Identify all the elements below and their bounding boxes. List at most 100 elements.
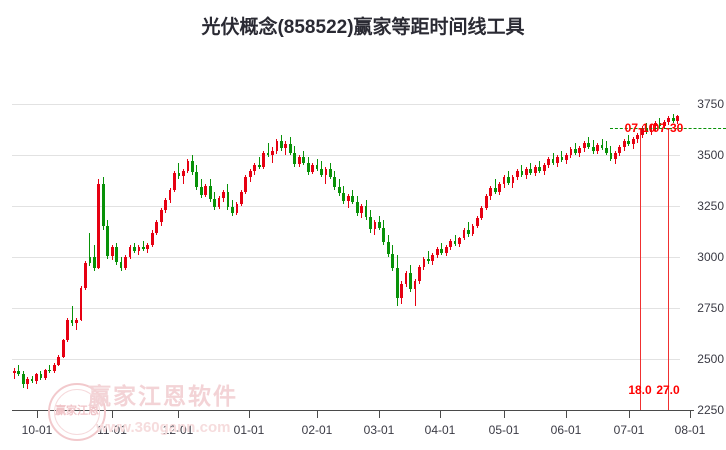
candlestick-body bbox=[409, 273, 412, 289]
candlestick-body bbox=[101, 183, 105, 227]
candlestick bbox=[44, 104, 47, 410]
candlestick-body bbox=[262, 152, 265, 168]
candlestick-body bbox=[489, 187, 493, 196]
candlestick-wick bbox=[76, 318, 78, 331]
candlestick bbox=[235, 104, 239, 410]
candlestick bbox=[471, 104, 475, 410]
candlestick-body bbox=[320, 169, 323, 176]
candlestick-body bbox=[400, 283, 404, 298]
candlestick-body bbox=[667, 118, 671, 123]
candlestick-body bbox=[311, 165, 314, 173]
candlestick bbox=[605, 104, 608, 410]
candlestick-body bbox=[435, 248, 439, 255]
candlestick-body bbox=[75, 319, 78, 324]
candlestick-body bbox=[44, 370, 47, 379]
candlestick-body bbox=[676, 116, 680, 122]
candlestick-body bbox=[208, 185, 212, 199]
x-axis-tick bbox=[37, 411, 38, 418]
candlestick bbox=[671, 104, 675, 410]
candlestick-body bbox=[480, 208, 484, 219]
candlestick bbox=[57, 104, 61, 410]
gann-value-label: 27.0 bbox=[656, 383, 680, 397]
candlestick bbox=[133, 104, 136, 410]
candlestick-body bbox=[164, 199, 167, 211]
gann-date-label: 07-30 bbox=[652, 121, 684, 136]
candlestick-body bbox=[217, 197, 221, 207]
candlestick-body bbox=[360, 206, 363, 214]
candlestick bbox=[498, 104, 501, 410]
candlestick-wick bbox=[574, 142, 576, 155]
candlestick-wick bbox=[601, 138, 603, 150]
candlestick-body bbox=[516, 171, 519, 178]
candlestick-body bbox=[266, 152, 270, 155]
candlestick bbox=[124, 104, 127, 410]
gann-vertical-line[interactable] bbox=[640, 128, 641, 410]
candlestick bbox=[128, 104, 132, 410]
candlestick-body bbox=[551, 159, 555, 164]
candlestick-body bbox=[168, 189, 172, 200]
candlestick-body bbox=[618, 146, 622, 153]
candlestick bbox=[297, 104, 301, 410]
candlestick-wick bbox=[659, 118, 661, 129]
x-axis-tick-label: 10-01 bbox=[21, 423, 53, 437]
candlestick bbox=[110, 104, 114, 410]
candlestick-body bbox=[231, 207, 234, 214]
candlestick-wick bbox=[285, 140, 287, 155]
candlestick bbox=[141, 104, 145, 410]
candlestick bbox=[346, 104, 350, 410]
candlestick-body bbox=[297, 157, 301, 165]
candlestick-body bbox=[302, 157, 306, 164]
candlestick-body bbox=[640, 128, 644, 135]
candlestick-body bbox=[52, 364, 56, 372]
gridline bbox=[12, 206, 680, 207]
candlestick-body bbox=[146, 244, 150, 249]
x-axis-tick-label: 04-01 bbox=[424, 423, 456, 437]
candlestick-body bbox=[106, 226, 110, 256]
candlestick-body bbox=[369, 217, 372, 230]
candlestick bbox=[177, 104, 181, 410]
candlestick bbox=[440, 104, 444, 410]
candlestick-body bbox=[57, 356, 61, 365]
candlestick-body bbox=[137, 246, 141, 251]
candlestick bbox=[217, 104, 221, 410]
candlestick bbox=[618, 104, 622, 410]
candlestick bbox=[431, 104, 435, 410]
candlestick-body bbox=[511, 177, 515, 183]
candlestick-wick bbox=[414, 279, 416, 306]
candlestick-body bbox=[35, 374, 38, 382]
candlestick bbox=[66, 104, 70, 410]
candlestick bbox=[587, 104, 591, 410]
candlestick-wick bbox=[325, 167, 327, 184]
candlestick bbox=[596, 104, 599, 410]
candlestick bbox=[427, 104, 430, 410]
candlestick-wick bbox=[18, 365, 20, 376]
gridline bbox=[12, 359, 680, 360]
candlestick-body bbox=[404, 273, 408, 284]
candlestick bbox=[645, 104, 648, 410]
x-axis-tick bbox=[112, 411, 113, 418]
candlestick-plot[interactable] bbox=[12, 104, 680, 410]
candlestick bbox=[79, 104, 83, 410]
candlestick-body bbox=[471, 226, 475, 234]
candlestick bbox=[547, 104, 550, 410]
watermark-url: www.360gann.com bbox=[96, 419, 231, 436]
candlestick-body bbox=[182, 171, 185, 177]
candlestick bbox=[560, 104, 564, 410]
candlestick-body bbox=[93, 257, 96, 269]
candlestick bbox=[386, 104, 390, 410]
x-axis-tick bbox=[249, 411, 250, 418]
candlestick-body bbox=[458, 237, 461, 244]
candlestick-body bbox=[386, 241, 390, 254]
candlestick-body bbox=[609, 152, 613, 160]
candlestick bbox=[320, 104, 323, 410]
candlestick bbox=[614, 104, 617, 410]
candlestick bbox=[199, 104, 203, 410]
candlestick bbox=[524, 104, 528, 410]
x-axis-tick-label: 07-01 bbox=[613, 423, 645, 437]
x-axis-tick bbox=[566, 411, 567, 418]
candlestick bbox=[257, 104, 261, 410]
candlestick bbox=[600, 104, 604, 410]
candlestick-body bbox=[248, 171, 252, 178]
gann-vertical-line[interactable] bbox=[668, 128, 669, 410]
gridline bbox=[12, 410, 680, 411]
